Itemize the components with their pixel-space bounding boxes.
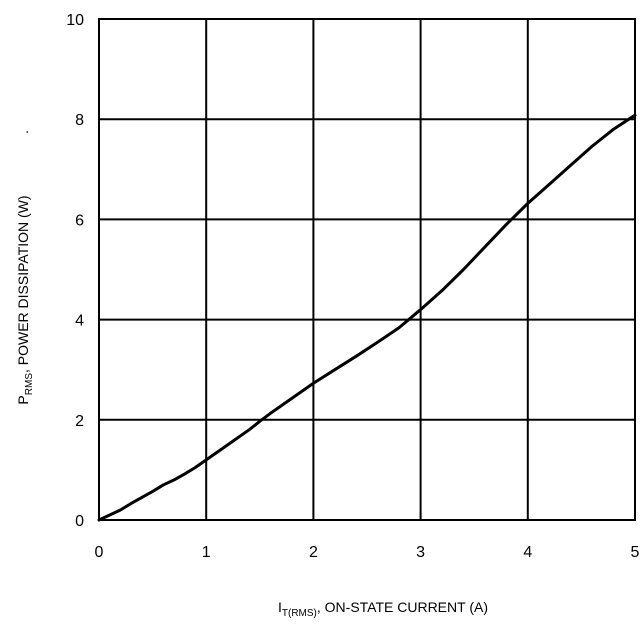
series-layer (97, 113, 637, 522)
x-axis-label-suffix: , ON-STATE CURRENT (A) (317, 599, 488, 615)
x-tick-label-5: 5 (631, 544, 640, 561)
y-tick-label-1: 2 (75, 413, 84, 430)
series-line-0 (97, 113, 637, 522)
x-tick-label-1: 1 (202, 544, 211, 561)
y-tick-label-4: 8 (75, 112, 84, 129)
y-tick-label-2: 4 (75, 313, 84, 330)
y-axis-label-prefix: P (15, 395, 31, 404)
y-axis-label-extra-mark: . (15, 130, 31, 134)
x-axis-label-prefix: I (278, 599, 282, 615)
y-axis-label: PRMS, POWER DISSIPATION (W) (15, 195, 35, 404)
x-tick-label-0: 0 (95, 544, 104, 561)
x-axis-label: IT(RMS), ON-STATE CURRENT (A) (278, 599, 488, 619)
x-tick-label-3: 3 (416, 544, 425, 561)
y-tick-label-5: 10 (66, 12, 84, 29)
x-tick-label-2: 2 (309, 544, 318, 561)
tick-labels: 0 1 2 3 4 5 0 2 4 6 8 10 (66, 12, 639, 561)
y-tick-label-0: 0 (75, 513, 84, 530)
y-tick-label-3: 6 (75, 212, 84, 229)
y-axis-label-suffix: , POWER DISSIPATION (W) (15, 195, 31, 373)
grid-lines (98, 18, 636, 521)
plot-frame (98, 18, 636, 521)
y-axis-label-subscript: RMS (24, 373, 35, 396)
x-tick-label-4: 4 (523, 544, 532, 561)
x-axis-label-subscript: T(RMS) (282, 608, 317, 619)
